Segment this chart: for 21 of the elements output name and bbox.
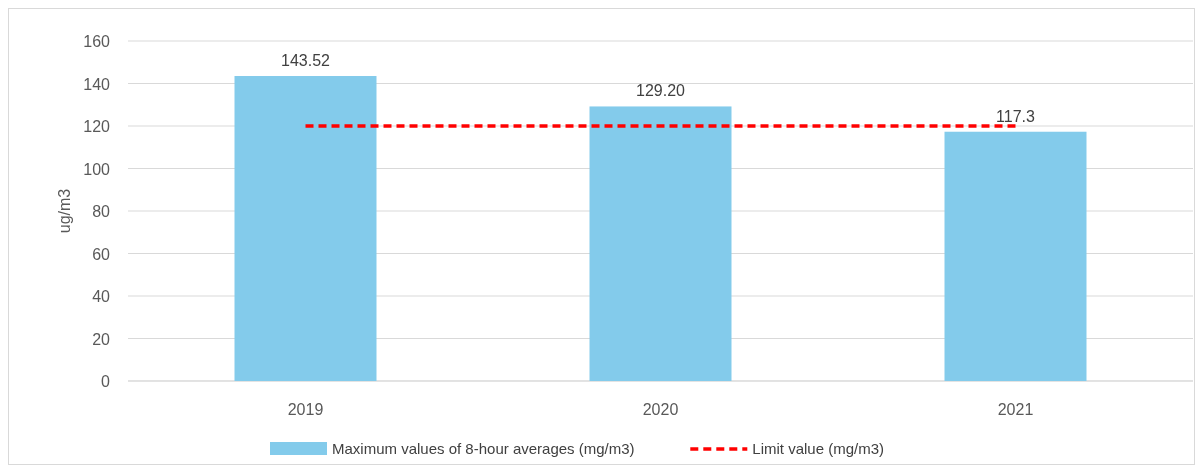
- y-tick-label: 20: [92, 330, 111, 348]
- bar: [234, 76, 377, 381]
- y-tick-label: 80: [92, 203, 111, 220]
- y-tick-label: 120: [83, 118, 111, 135]
- x-tick-label: 2020: [642, 401, 679, 418]
- y-tick-label: 160: [83, 33, 111, 50]
- bar: [944, 131, 1087, 381]
- data-label: 129.20: [636, 82, 686, 100]
- y-axis-title: ug/m3: [56, 188, 73, 234]
- data-label: 117.3: [996, 107, 1036, 125]
- bar: [589, 106, 732, 381]
- y-tick-label: 40: [92, 288, 111, 305]
- legend-label: Limit value (mg/m3): [752, 440, 884, 457]
- y-tick-label: 0: [101, 373, 111, 390]
- x-tick-label: 2019: [287, 401, 324, 418]
- data-label: 143.52: [281, 52, 331, 70]
- x-tick-label: 2021: [997, 401, 1034, 418]
- y-tick-label: 60: [92, 245, 111, 263]
- legend-label: Maximum values of 8-hour averages (mg/m3): [332, 440, 635, 457]
- y-tick-label: 140: [83, 75, 111, 93]
- y-tick-label: 100: [83, 160, 111, 178]
